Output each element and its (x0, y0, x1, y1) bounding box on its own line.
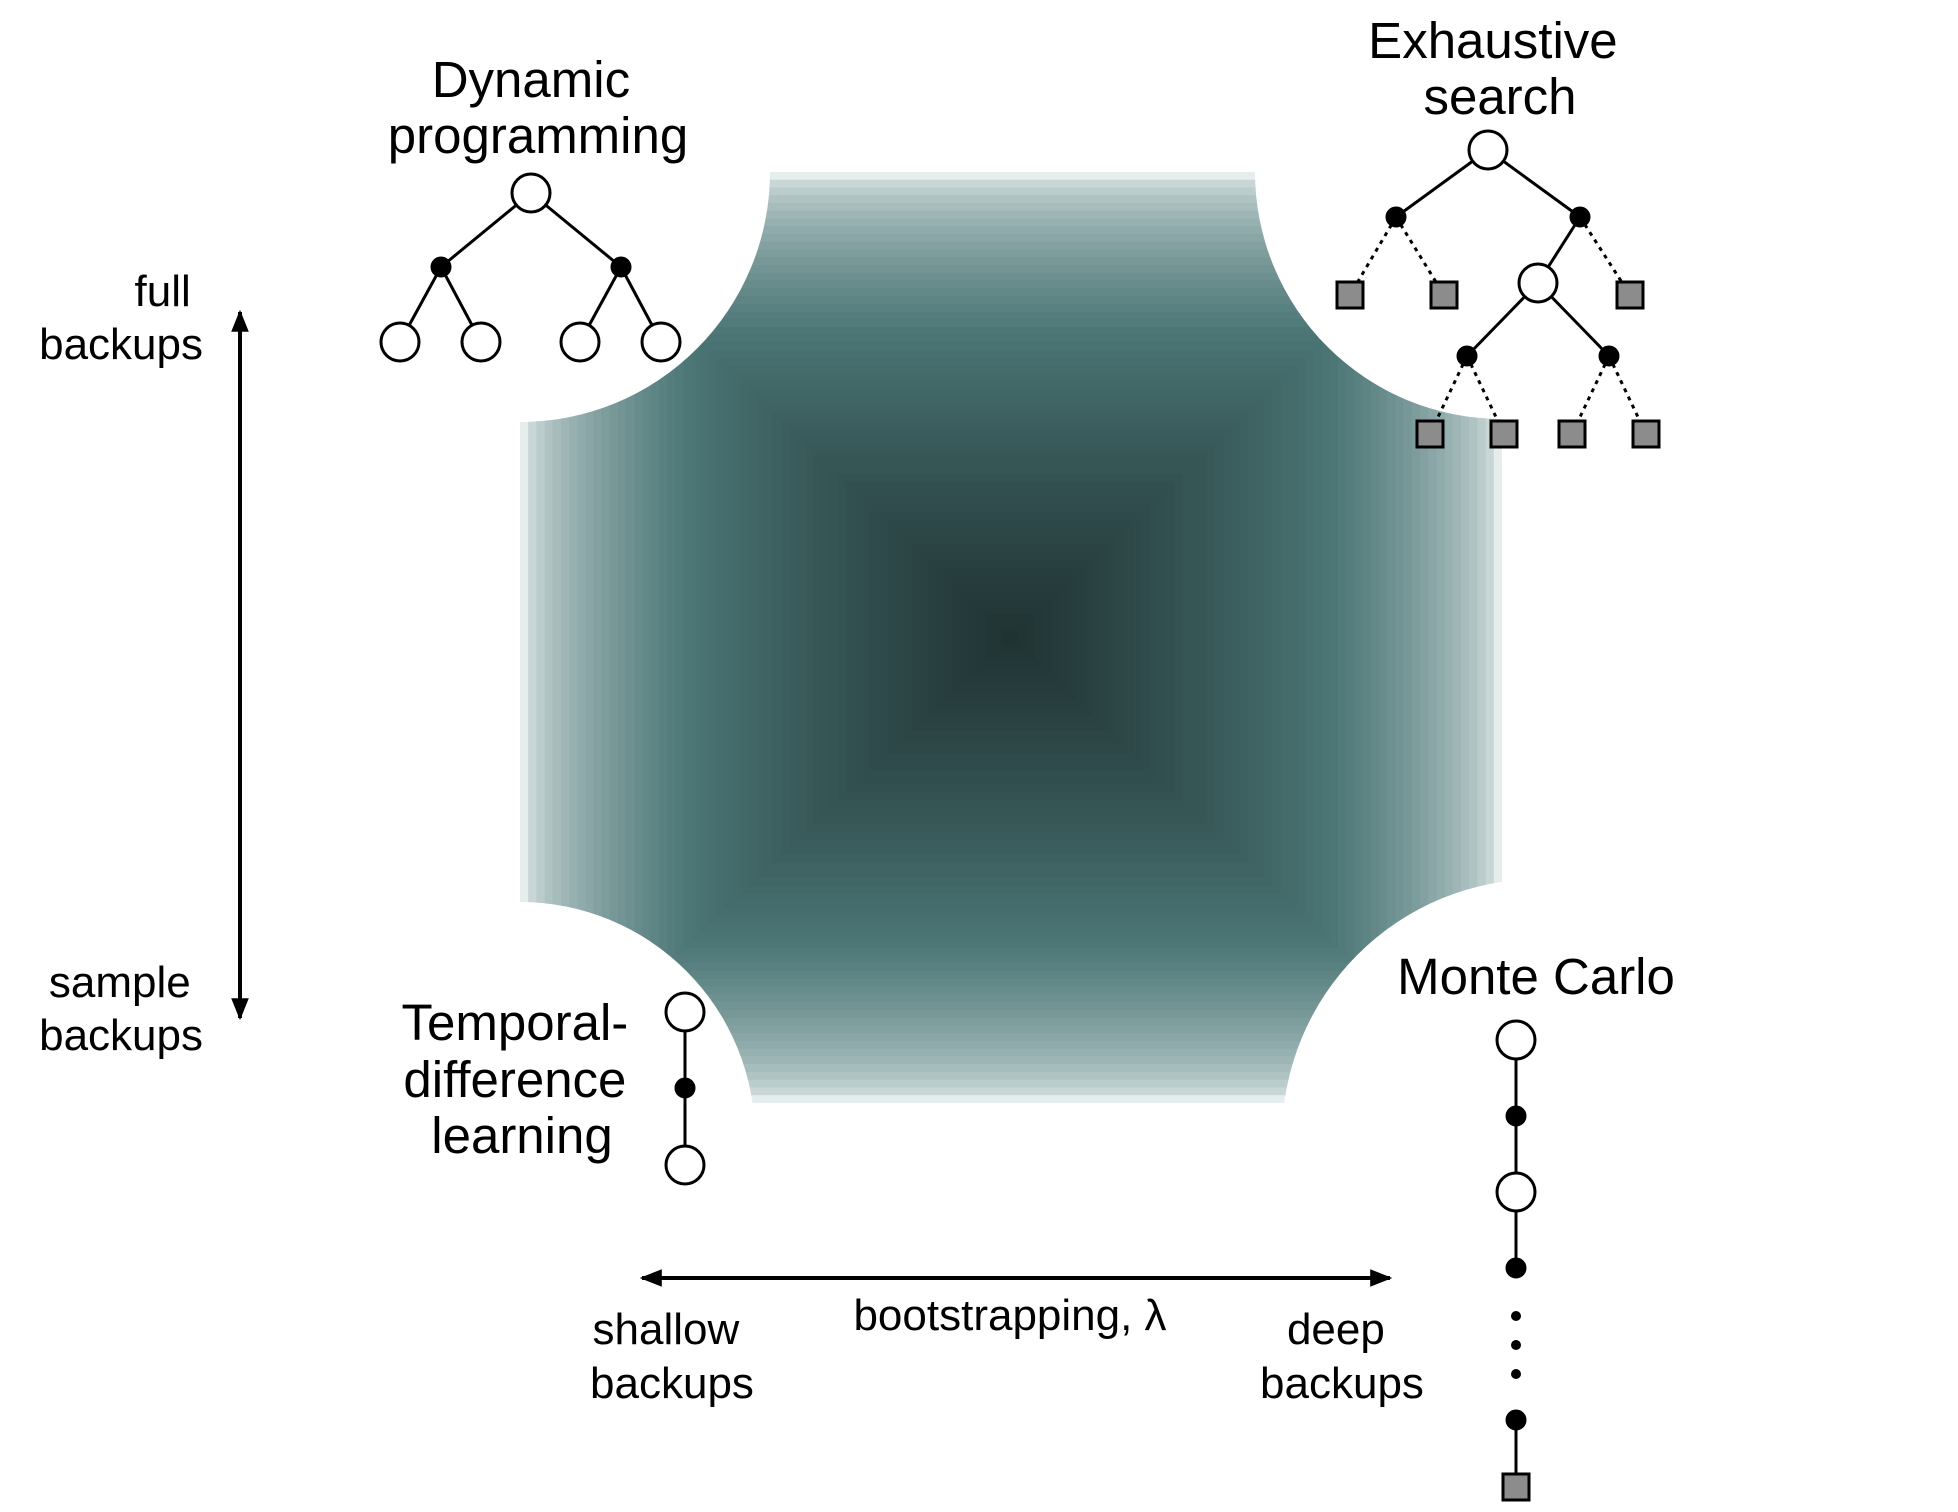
deep-backups-label: deep backups (1260, 1305, 1424, 1408)
temporal-difference-label: Temporal- difference learning (402, 994, 643, 1164)
dynamic-programming-tree (379, 172, 682, 363)
bootstrapping-label: bootstrapping, λ (853, 1291, 1166, 1340)
exhaustive-search-label: Exhaustive search (1368, 12, 1632, 125)
shallow-backups-label: shallow backups (590, 1305, 754, 1408)
dynamic-programming-label: Dynamic programming (388, 51, 688, 164)
full-backups-label: full backups (39, 267, 203, 369)
exhaustive-search-tree (1335, 129, 1661, 449)
monte-carlo-chain (1495, 1019, 1537, 1502)
monte-carlo-label: Monte Carlo (1397, 948, 1675, 1005)
sample-backups-label: sample backups (39, 958, 203, 1060)
temporal-difference-chain (664, 991, 706, 1186)
shade-ring (1001, 629, 1019, 645)
corner-cutouts (270, 0, 1798, 1395)
